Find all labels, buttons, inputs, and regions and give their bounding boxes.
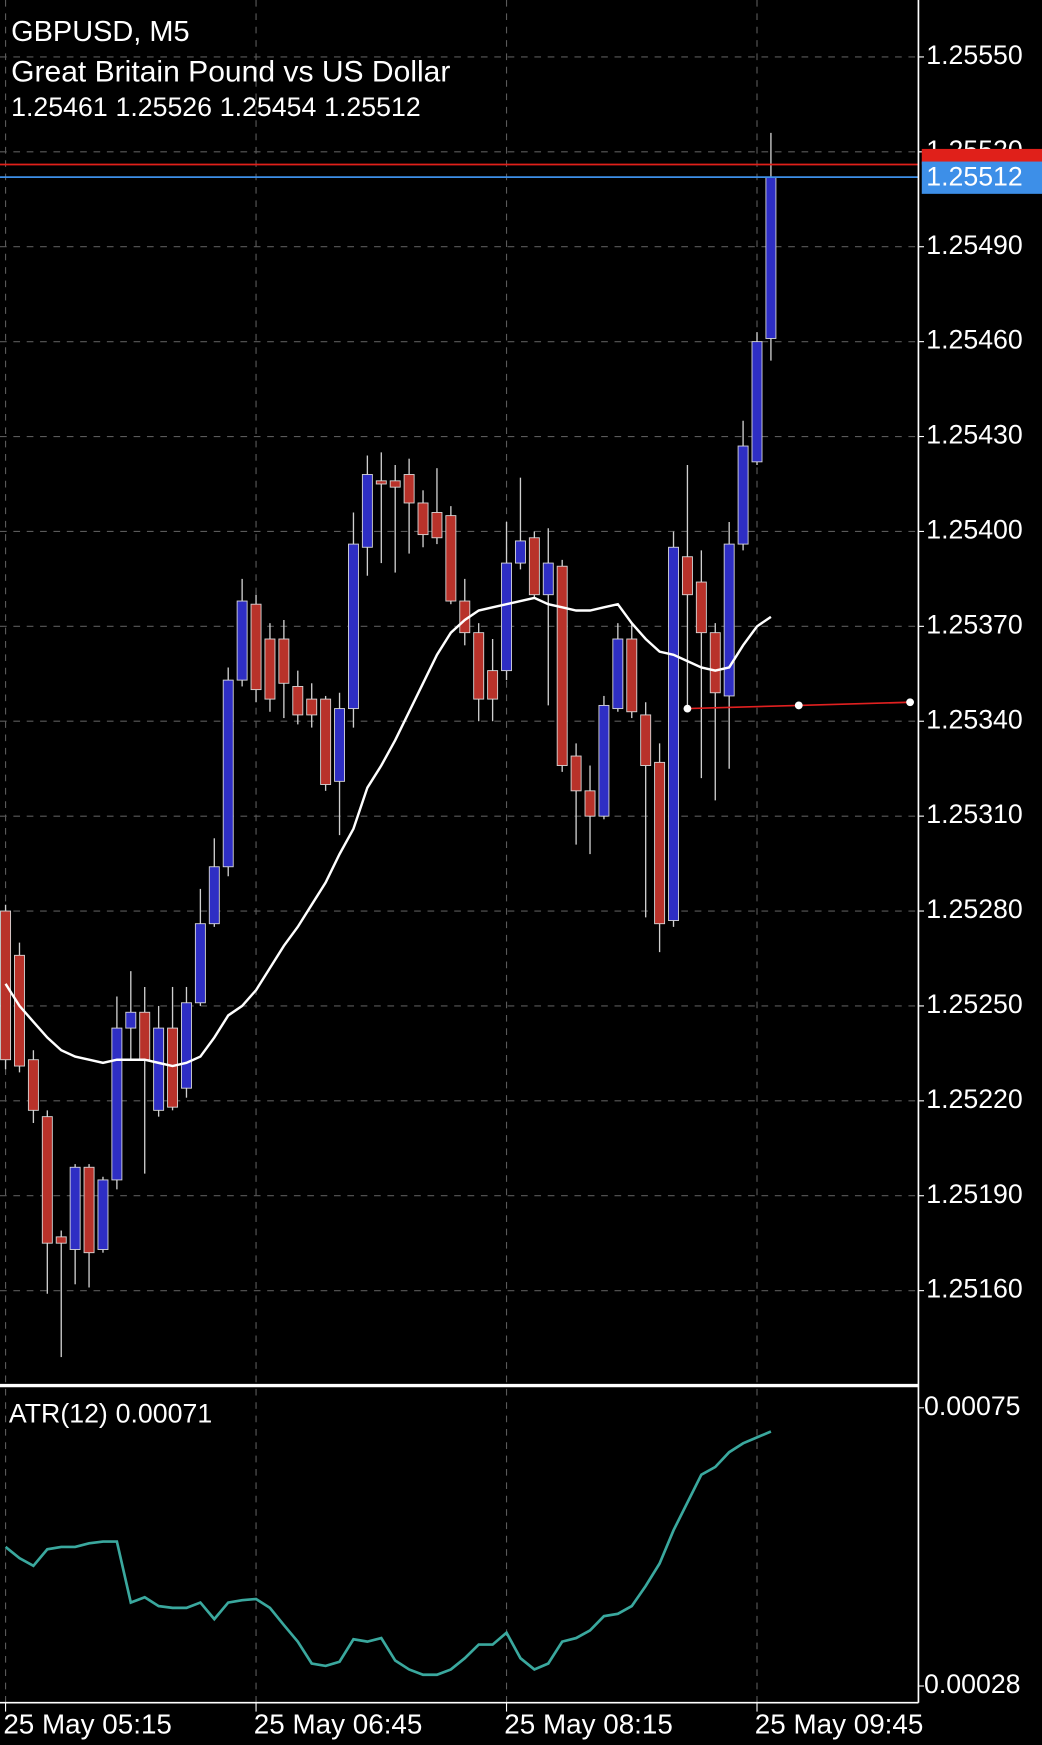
candle-body-up bbox=[668, 546, 679, 921]
candle-body-down bbox=[167, 1027, 179, 1108]
ohlc-readout: 1.25461 1.25526 1.25454 1.25512 bbox=[11, 92, 421, 122]
candle-body-down bbox=[640, 714, 652, 766]
candle-body-down bbox=[389, 480, 401, 488]
candle-body-down bbox=[695, 581, 707, 634]
ohlc-low: 1.25454 bbox=[220, 92, 317, 122]
atr-line bbox=[4, 1430, 772, 1677]
candle-body-down bbox=[250, 603, 262, 691]
candle-body-up bbox=[612, 638, 624, 710]
candle-body-down bbox=[83, 1166, 95, 1254]
y-tick-label: 1.25460 bbox=[926, 325, 1023, 355]
candle-body-up bbox=[501, 562, 512, 672]
candle-body-up bbox=[361, 474, 373, 548]
candle-body-down bbox=[27, 1059, 39, 1111]
atr-tick-label: 0.00075 bbox=[924, 1391, 1021, 1421]
candle-body-down bbox=[654, 761, 666, 925]
x-tick-label: 25 May 06:45 bbox=[254, 1708, 423, 1739]
y-tick-label: 1.25340 bbox=[926, 704, 1023, 734]
trendline-handle bbox=[794, 701, 803, 710]
symbol-description: Great Britain Pound vs US Dollar bbox=[11, 55, 450, 88]
candle-body-down bbox=[139, 1011, 151, 1061]
candle-body-up bbox=[125, 1011, 137, 1029]
candle-body-down bbox=[473, 632, 485, 700]
y-tick-label: 1.25490 bbox=[926, 230, 1023, 260]
candle-body-down bbox=[570, 755, 582, 792]
candle-body-down bbox=[528, 537, 540, 596]
ohlc-close: 1.25512 bbox=[324, 92, 421, 122]
plot-layer bbox=[0, 132, 919, 1677]
trendline-handle bbox=[683, 704, 692, 713]
candle-body-up bbox=[208, 866, 220, 925]
candle-body-up bbox=[236, 600, 248, 681]
x-tick-label: 25 May 09:45 bbox=[755, 1708, 924, 1739]
candle-body-down bbox=[264, 638, 276, 700]
y-tick-label: 1.25160 bbox=[926, 1274, 1023, 1304]
candle-body-up bbox=[514, 540, 526, 564]
y-tick-label: 1.25250 bbox=[926, 989, 1023, 1019]
candle-body-down bbox=[709, 632, 721, 694]
y-tick-label: 1.25370 bbox=[926, 609, 1023, 639]
candle-body-up bbox=[542, 562, 554, 596]
candle-body-down bbox=[306, 698, 318, 716]
candle-body-up bbox=[194, 923, 206, 1004]
bid-label-box bbox=[921, 161, 1042, 194]
ohlc-open: 1.25461 bbox=[11, 92, 108, 122]
candle-body-down bbox=[292, 685, 304, 716]
candle-body-up bbox=[111, 1027, 123, 1181]
ask-label-box bbox=[921, 148, 1042, 165]
candle-body-down bbox=[431, 512, 443, 539]
y-tick-label: 1.25550 bbox=[926, 40, 1023, 70]
y-tick-label: 1.25400 bbox=[926, 515, 1023, 545]
symbol-title: GBPUSD, M5 bbox=[11, 16, 189, 48]
y-tick-label: 1.25310 bbox=[926, 799, 1023, 829]
candle-body-up bbox=[348, 543, 359, 710]
candle-body-down bbox=[55, 1236, 67, 1244]
y-tick-label: 1.25190 bbox=[926, 1179, 1023, 1209]
candle-body-down bbox=[626, 638, 638, 713]
candle-body-up bbox=[598, 704, 610, 817]
candle-body-up bbox=[334, 708, 345, 782]
atr-tick-label: 0.00028 bbox=[924, 1669, 1021, 1699]
grid-layer bbox=[0, 0, 919, 1703]
candle-body-up bbox=[765, 176, 777, 339]
atr-readout: ATR(12) 0.00071 bbox=[9, 1399, 212, 1429]
candle-body-down bbox=[320, 698, 332, 785]
candle-body-up bbox=[181, 1002, 192, 1089]
atr-value: 0.00071 bbox=[116, 1399, 213, 1429]
candle-body-down bbox=[375, 480, 387, 485]
candle-body-up bbox=[97, 1179, 109, 1250]
label-layer: 1.25160 1.25190 1.25220 1.25250 1.25280 1.253… bbox=[3, 40, 1042, 1739]
x-tick-label: 25 May 05:15 bbox=[3, 1708, 172, 1739]
candle-body-down bbox=[445, 515, 457, 602]
bid-label: 1.25512 bbox=[926, 161, 1023, 191]
y-tick-label: 1.25280 bbox=[926, 894, 1023, 924]
candle-body-down bbox=[584, 790, 596, 817]
candle-body-down bbox=[278, 638, 290, 684]
candle-body-up bbox=[723, 543, 735, 697]
atr-name: ATR(12) bbox=[9, 1399, 108, 1429]
x-tick-label: 25 May 08:15 bbox=[504, 1708, 673, 1739]
candle-body-down bbox=[41, 1116, 53, 1244]
candle-body-down bbox=[681, 556, 693, 596]
candle-body-up bbox=[737, 445, 749, 545]
candle-body-down bbox=[403, 474, 415, 504]
candle-body-up bbox=[222, 679, 234, 868]
y-tick-label: 1.25220 bbox=[926, 1084, 1023, 1114]
candle-body-down bbox=[556, 565, 568, 766]
candle-body-up bbox=[69, 1166, 81, 1250]
candle-body-down bbox=[417, 502, 429, 536]
moving-average bbox=[4, 596, 772, 1068]
trendline-handle bbox=[906, 698, 914, 707]
ohlc-high: 1.25526 bbox=[115, 92, 212, 122]
candle-body-up bbox=[751, 341, 763, 463]
candle-body-down bbox=[487, 670, 499, 700]
candle-body-up bbox=[153, 1027, 165, 1111]
y-tick-label: 1.25430 bbox=[926, 420, 1023, 450]
